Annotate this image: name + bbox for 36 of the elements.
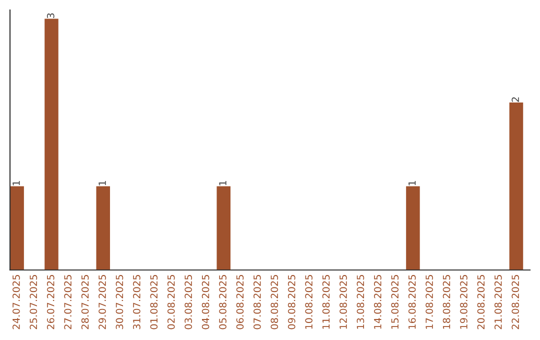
x-tick-label: 25.07.2025 [30,275,38,330]
x-tick-label: 09.08.2025 [288,275,296,330]
x-tick-label: 22.08.2025 [512,275,520,330]
x-tick-label: 14.08.2025 [374,275,382,329]
data-label: 2 [512,97,519,102]
x-tick-label: 26.07.2025 [46,275,54,330]
x-tick-label: 11.08.2025 [322,275,330,329]
x-tick-label: 08.08.2025 [270,275,278,330]
x-tick-label: 13.08.2025 [356,275,364,329]
data-label: 3 [46,13,54,18]
x-tick-label: 15.08.2025 [391,275,399,329]
x-tick-label: 21.08.2025 [494,275,502,330]
x-tick-label: 03.08.2025 [184,275,192,330]
x-tick-label: 27.07.2025 [64,275,72,330]
x-tick-label: 31.07.2025 [133,275,140,330]
x-tick-label: 16.08.2025 [408,275,416,329]
x-tick-label: 12.08.2025 [340,275,347,329]
x-tick-label: 20.08.2025 [477,275,485,330]
x-tick-label: 01.08.2025 [150,275,158,330]
x-tick-label: 28.07.2025 [81,275,89,330]
x-tick-label: 06.08.2025 [236,275,244,330]
data-label: 1 [219,180,226,186]
x-tick-label: 24.07.2025 [12,275,20,330]
data-label: 1 [12,180,20,186]
data-label: 1 [98,180,106,186]
x-tick-label: 07.08.2025 [254,275,261,330]
x-tick-label: 19.08.2025 [460,275,468,329]
data-label: 1 [408,180,416,186]
x-tick-label: 30.07.2025 [116,275,124,330]
x-tick-label: 10.08.2025 [305,275,312,329]
x-tick-label: 04.08.2025 [202,275,210,330]
x-tick-label: 05.08.2025 [219,275,226,330]
x-tick-label: 02.08.2025 [167,275,175,330]
x-tick-label: 17.08.2025 [426,275,433,329]
x-tick-label: 18.08.2025 [442,275,450,329]
x-tick-label: 29.07.2025 [98,275,106,330]
